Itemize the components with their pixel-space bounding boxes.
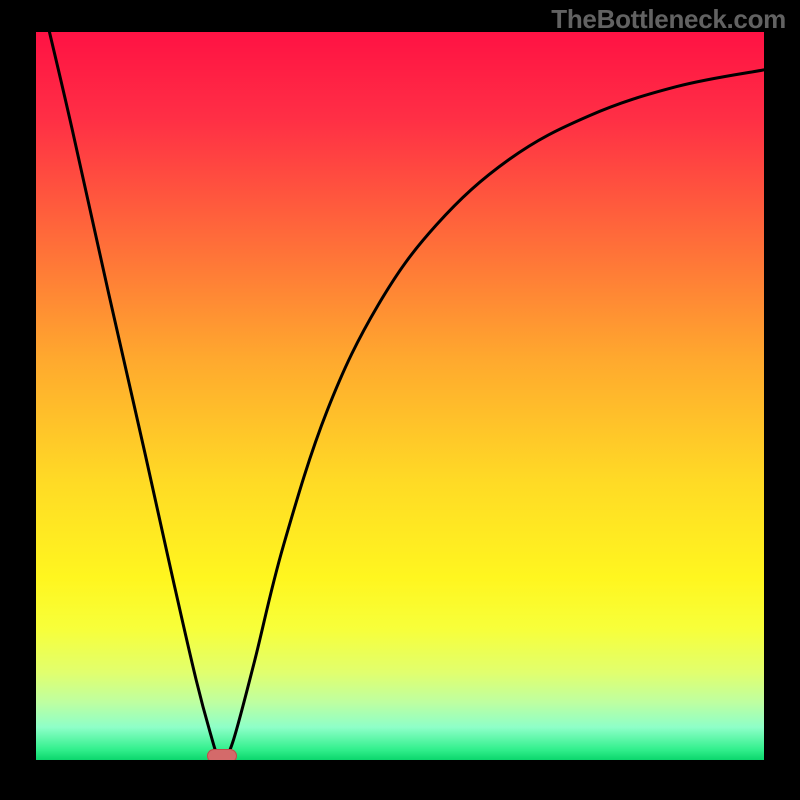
watermark-text: TheBottleneck.com [551,4,786,35]
optimum-marker [207,749,237,760]
curve-svg [36,32,764,760]
border-right [764,0,800,800]
border-bottom [0,760,800,800]
border-left [0,0,36,800]
bottleneck-curve [49,32,764,758]
chart-container: TheBottleneck.com [0,0,800,800]
plot-area [36,32,764,760]
